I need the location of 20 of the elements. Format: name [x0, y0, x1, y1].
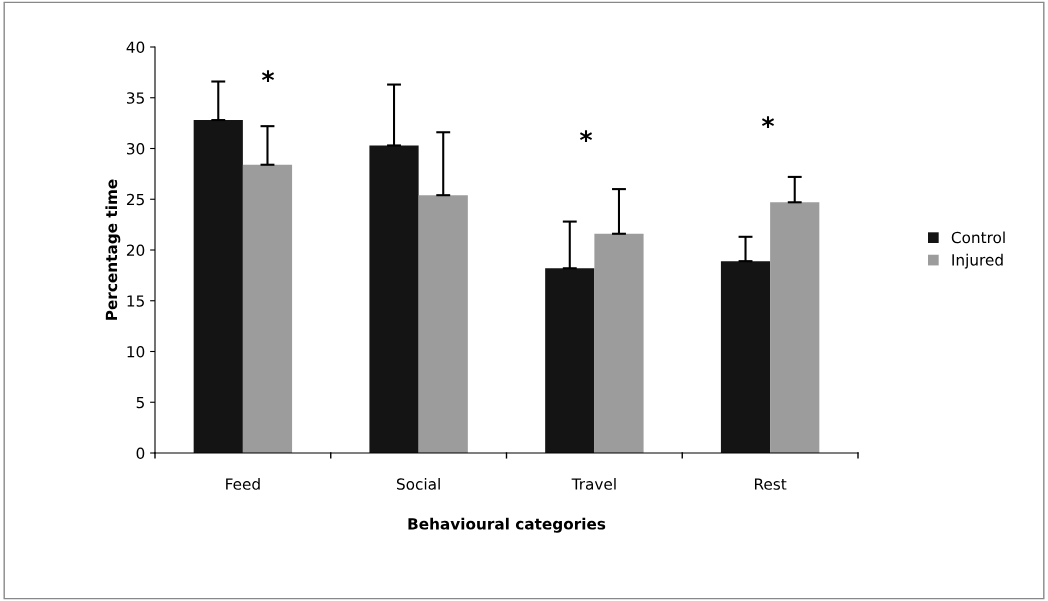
x-tick-label: Travel	[571, 478, 616, 490]
y-tick-label: 35	[127, 92, 144, 104]
y-tick-label: 20	[126, 244, 145, 257]
annotation: *	[261, 70, 275, 82]
y-tick-label: 5	[136, 396, 144, 409]
legend-label: Control	[951, 231, 1005, 244]
x-tick-label: Social	[396, 478, 440, 490]
y-tick-label: 15	[127, 295, 144, 307]
y-tick-label: 25	[126, 193, 144, 206]
y-tick-label: 30	[127, 142, 145, 155]
y-axis-title: Percentage time	[105, 179, 121, 320]
y-tick-label: 40	[126, 41, 145, 54]
x-axis-title: Behavioural categories	[408, 517, 606, 533]
legend-label: Injured	[952, 253, 1003, 269]
x-tick-label: Feed	[226, 478, 260, 490]
annotation: *	[579, 130, 593, 142]
y-tick-label: 0	[136, 447, 145, 460]
y-tick-label: 10	[127, 345, 145, 358]
x-tick-label: Rest	[754, 478, 787, 490]
annotation: *	[761, 116, 775, 128]
